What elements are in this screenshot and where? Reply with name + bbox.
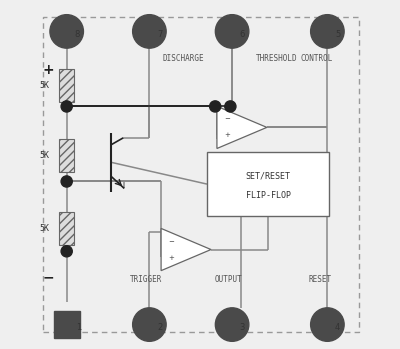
Circle shape bbox=[61, 176, 72, 187]
Circle shape bbox=[61, 246, 72, 257]
Text: 8: 8 bbox=[74, 30, 80, 39]
Text: −: − bbox=[168, 238, 174, 245]
Bar bbox=[207, 152, 329, 216]
Circle shape bbox=[133, 308, 166, 341]
Text: FLIP-FLOP: FLIP-FLOP bbox=[246, 191, 290, 200]
Polygon shape bbox=[217, 106, 267, 149]
Text: −: − bbox=[42, 270, 54, 284]
Circle shape bbox=[311, 308, 344, 341]
Text: 6: 6 bbox=[240, 30, 245, 39]
Circle shape bbox=[225, 101, 236, 112]
Text: RESET: RESET bbox=[309, 275, 332, 284]
Circle shape bbox=[215, 15, 249, 48]
Text: OUTPUT: OUTPUT bbox=[215, 275, 242, 284]
Text: THRESHOLD: THRESHOLD bbox=[256, 54, 297, 63]
Text: 3: 3 bbox=[240, 323, 245, 332]
Bar bbox=[59, 69, 74, 102]
Text: 5K: 5K bbox=[39, 151, 49, 160]
Polygon shape bbox=[161, 229, 211, 271]
Text: CONTROL: CONTROL bbox=[301, 54, 333, 63]
Text: −: − bbox=[224, 116, 230, 122]
Text: TRIGGER: TRIGGER bbox=[130, 275, 162, 284]
Bar bbox=[59, 139, 74, 172]
Circle shape bbox=[311, 15, 344, 48]
Text: 5K: 5K bbox=[39, 81, 49, 90]
Text: 1: 1 bbox=[76, 323, 82, 332]
Bar bbox=[59, 212, 74, 245]
Text: 2: 2 bbox=[157, 323, 162, 332]
Text: 5: 5 bbox=[335, 30, 340, 39]
Text: 4: 4 bbox=[335, 323, 340, 332]
Text: 7: 7 bbox=[157, 30, 162, 39]
Text: +: + bbox=[42, 63, 54, 77]
Text: +: + bbox=[168, 254, 174, 261]
Bar bbox=[54, 311, 80, 338]
Circle shape bbox=[50, 15, 84, 48]
Circle shape bbox=[133, 15, 166, 48]
Circle shape bbox=[61, 101, 72, 112]
Text: 5K: 5K bbox=[39, 224, 49, 233]
Circle shape bbox=[215, 308, 249, 341]
Text: SET/RESET: SET/RESET bbox=[246, 172, 290, 181]
Text: +: + bbox=[224, 132, 230, 139]
Text: DISCHARGE: DISCHARGE bbox=[163, 54, 204, 63]
Circle shape bbox=[210, 101, 221, 112]
